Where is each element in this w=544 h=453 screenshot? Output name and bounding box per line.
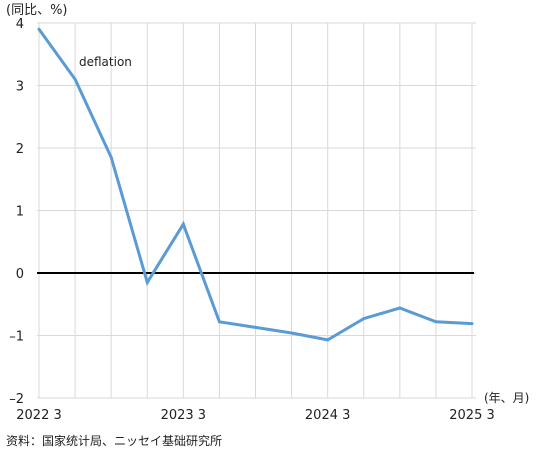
data-point-7 xyxy=(290,331,294,335)
x-axis-label: (年、月) xyxy=(484,391,529,405)
data-point-12 xyxy=(470,322,474,326)
annotation-deflation: deflation xyxy=(79,55,132,69)
x-tick-label-2: 2024 3 xyxy=(305,408,351,423)
y-axis-label: (同比、%) xyxy=(6,3,68,18)
data-point-8 xyxy=(326,338,330,342)
grid xyxy=(37,22,476,399)
y-tick-labels: 4 3 2 1 0 –1 –2 xyxy=(9,17,24,407)
data-point-5 xyxy=(217,320,221,324)
data-point-3 xyxy=(145,280,149,284)
x-tick-label-3: 2025 3 xyxy=(449,408,495,423)
data-point-4 xyxy=(181,222,185,226)
y-tick-label-4: 0 xyxy=(16,267,24,282)
x-tick-labels: 2022 3 2023 3 2024 3 2025 3 xyxy=(16,408,495,423)
data-point-11 xyxy=(434,320,438,324)
y-tick-label-5: –1 xyxy=(9,330,24,345)
y-tick-label-1: 3 xyxy=(16,80,24,95)
source-note: 资料：国家统计局、ニッセイ基础研究所 xyxy=(6,433,222,448)
data-point-2 xyxy=(109,155,113,159)
data-point-1 xyxy=(73,77,77,81)
y-tick-label-3: 1 xyxy=(16,205,24,220)
y-tick-label-6: –2 xyxy=(9,392,24,407)
x-tick-label-1: 2023 3 xyxy=(161,408,207,423)
data-point-9 xyxy=(362,317,366,321)
series-group xyxy=(37,27,474,342)
x-tick-label-0: 2022 3 xyxy=(16,408,62,423)
y-tick-label-2: 2 xyxy=(16,142,24,157)
data-point-6 xyxy=(254,325,257,329)
data-point-10 xyxy=(398,306,402,310)
y-tick-label-0: 4 xyxy=(16,17,24,32)
data-point-0 xyxy=(37,27,41,31)
